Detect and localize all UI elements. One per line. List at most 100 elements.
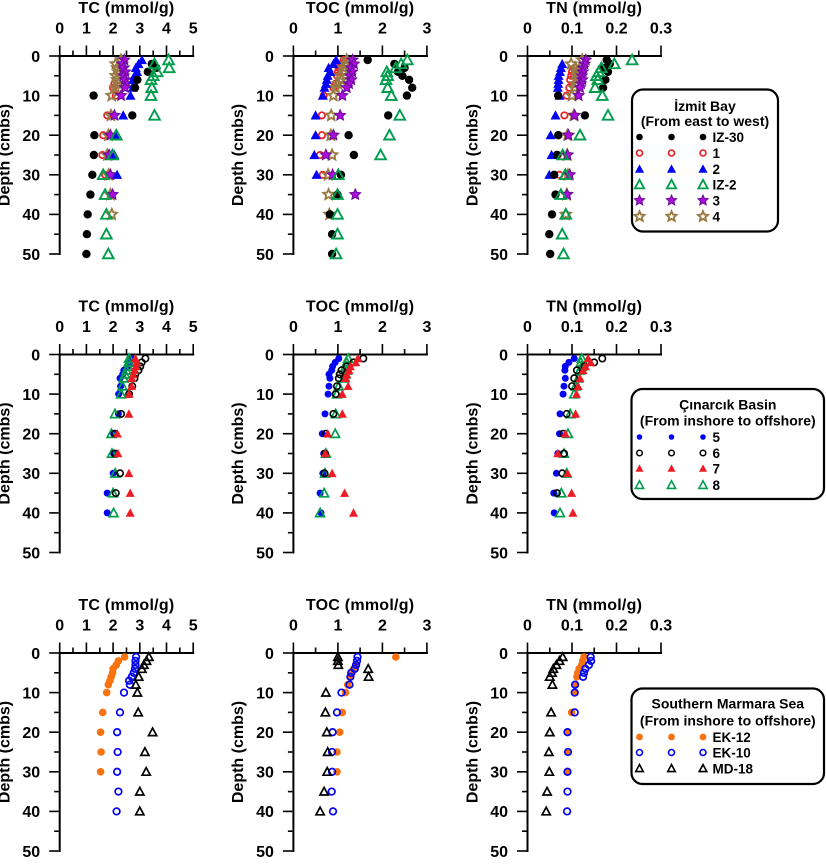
svg-text:0.3: 0.3: [650, 618, 672, 635]
svg-text:50: 50: [22, 247, 40, 264]
svg-text:Depth (cmbs): Depth (cmbs): [464, 701, 481, 803]
svg-text:10: 10: [490, 685, 508, 702]
svg-text:1: 1: [333, 319, 342, 336]
svg-text:0: 0: [523, 21, 532, 38]
svg-text:1: 1: [82, 618, 91, 635]
svg-text:4: 4: [713, 209, 721, 224]
svg-text:EK-10: EK-10: [713, 745, 751, 760]
svg-text:5: 5: [189, 618, 198, 635]
svg-text:IZ-30: IZ-30: [713, 130, 745, 145]
svg-text:TOC (mmol/g): TOC (mmol/g): [306, 597, 414, 614]
svg-text:4: 4: [162, 319, 171, 336]
svg-text:40: 40: [22, 506, 40, 523]
svg-text:5: 5: [189, 21, 198, 38]
svg-text:30: 30: [490, 168, 508, 185]
svg-text:30: 30: [490, 765, 508, 782]
svg-text:1: 1: [333, 618, 342, 635]
svg-text:3: 3: [422, 21, 431, 38]
svg-text:5: 5: [713, 430, 721, 445]
svg-text:0: 0: [523, 319, 532, 336]
svg-text:2: 2: [109, 618, 118, 635]
svg-text:2: 2: [378, 21, 387, 38]
svg-text:10: 10: [22, 88, 40, 105]
svg-text:0: 0: [55, 21, 64, 38]
svg-text:0: 0: [289, 319, 298, 336]
svg-text:20: 20: [22, 128, 40, 145]
svg-text:50: 50: [256, 844, 274, 861]
svg-text:IZ-2: IZ-2: [713, 177, 737, 192]
svg-text:4: 4: [162, 618, 171, 635]
svg-text:3: 3: [135, 618, 144, 635]
svg-text:10: 10: [490, 387, 508, 404]
svg-text:0: 0: [499, 347, 508, 364]
svg-text:30: 30: [256, 168, 274, 185]
svg-text:TC (mmol/g): TC (mmol/g): [78, 597, 174, 614]
svg-text:Depth (cmbs): Depth (cmbs): [464, 402, 481, 504]
svg-text:Depth (cmbs): Depth (cmbs): [464, 104, 481, 206]
svg-text:20: 20: [490, 427, 508, 444]
svg-text:Southern Marmara Sea: Southern Marmara Sea: [652, 696, 805, 712]
svg-text:(From east to west): (From east to west): [641, 113, 769, 129]
svg-text:0.1: 0.1: [561, 618, 583, 635]
svg-text:30: 30: [256, 466, 274, 483]
svg-text:30: 30: [22, 168, 40, 185]
svg-text:5: 5: [189, 319, 198, 336]
svg-text:20: 20: [490, 725, 508, 742]
svg-text:10: 10: [22, 387, 40, 404]
svg-text:30: 30: [22, 466, 40, 483]
svg-text:TN (mmol/g): TN (mmol/g): [546, 298, 642, 315]
svg-text:40: 40: [490, 804, 508, 821]
svg-text:Depth (cmbs): Depth (cmbs): [0, 402, 14, 504]
svg-text:10: 10: [256, 88, 274, 105]
svg-text:TC (mmol/g): TC (mmol/g): [78, 298, 174, 315]
svg-text:30: 30: [490, 466, 508, 483]
svg-text:1: 1: [713, 146, 721, 161]
svg-text:0.3: 0.3: [650, 21, 672, 38]
svg-text:(From inshore to offshore): (From inshore to offshore): [640, 413, 816, 429]
svg-text:50: 50: [256, 247, 274, 264]
svg-text:0: 0: [289, 21, 298, 38]
svg-text:0: 0: [499, 49, 508, 66]
svg-text:TC (mmol/g): TC (mmol/g): [78, 0, 174, 17]
svg-text:40: 40: [256, 207, 274, 224]
svg-text:MD-18: MD-18: [713, 761, 754, 776]
svg-text:0: 0: [55, 319, 64, 336]
svg-text:3: 3: [422, 618, 431, 635]
svg-text:40: 40: [256, 804, 274, 821]
svg-text:2: 2: [109, 319, 118, 336]
svg-text:20: 20: [256, 128, 274, 145]
svg-text:10: 10: [490, 88, 508, 105]
svg-text:0: 0: [31, 347, 40, 364]
svg-text:0: 0: [31, 646, 40, 663]
svg-text:Depth (cmbs): Depth (cmbs): [230, 402, 247, 504]
svg-text:0.2: 0.2: [605, 21, 627, 38]
svg-text:4: 4: [162, 21, 171, 38]
svg-text:TN (mmol/g): TN (mmol/g): [546, 0, 642, 17]
svg-text:0: 0: [289, 618, 298, 635]
svg-text:0: 0: [31, 49, 40, 66]
svg-text:10: 10: [256, 685, 274, 702]
svg-text:(From inshore to offshore): (From inshore to offshore): [640, 713, 816, 729]
svg-text:40: 40: [490, 207, 508, 224]
svg-text:50: 50: [490, 545, 508, 562]
svg-text:2: 2: [378, 618, 387, 635]
svg-text:20: 20: [256, 427, 274, 444]
svg-text:8: 8: [713, 478, 721, 493]
svg-text:50: 50: [256, 545, 274, 562]
svg-text:20: 20: [256, 725, 274, 742]
svg-text:40: 40: [256, 506, 274, 523]
svg-text:0.2: 0.2: [605, 618, 627, 635]
svg-text:0: 0: [499, 646, 508, 663]
svg-text:10: 10: [22, 685, 40, 702]
svg-text:0.3: 0.3: [650, 319, 672, 336]
svg-text:20: 20: [490, 128, 508, 145]
svg-text:40: 40: [22, 207, 40, 224]
svg-text:1: 1: [82, 319, 91, 336]
svg-text:2: 2: [378, 319, 387, 336]
svg-text:30: 30: [256, 765, 274, 782]
svg-text:10: 10: [256, 387, 274, 404]
svg-text:40: 40: [22, 804, 40, 821]
svg-text:0: 0: [265, 49, 274, 66]
svg-text:Depth (cmbs): Depth (cmbs): [0, 104, 14, 206]
svg-text:Depth (cmbs): Depth (cmbs): [0, 701, 14, 803]
